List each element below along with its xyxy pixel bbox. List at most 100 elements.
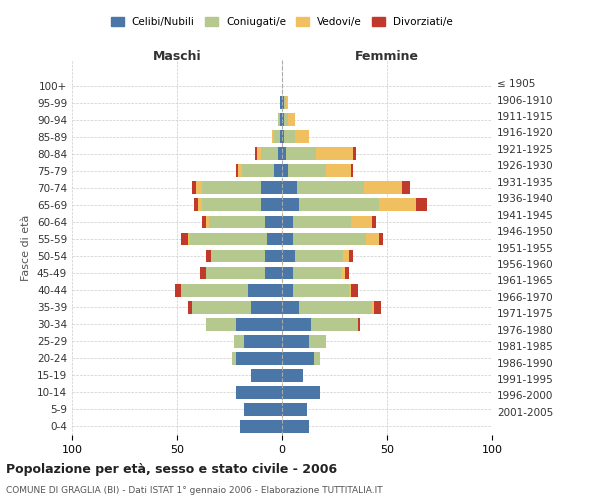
Bar (234, 335, 244, 347)
Bar (188, 232, 190, 245)
Bar (261, 182, 282, 194)
Bar (282, 216, 293, 228)
Bar (286, 96, 289, 109)
Bar (372, 301, 374, 314)
Bar (271, 130, 274, 143)
Bar (282, 114, 284, 126)
Bar (351, 284, 358, 296)
Bar (242, 164, 274, 177)
Bar (296, 182, 364, 194)
Bar (282, 335, 310, 347)
Bar (240, 420, 282, 433)
Bar (280, 96, 282, 109)
Bar (416, 198, 427, 211)
Bar (343, 250, 349, 262)
Bar (293, 284, 349, 296)
Bar (192, 182, 196, 194)
Bar (268, 232, 282, 245)
Bar (261, 148, 278, 160)
Bar (202, 216, 206, 228)
Bar (236, 164, 238, 177)
Bar (282, 369, 303, 382)
Bar (206, 250, 211, 262)
Bar (282, 96, 284, 109)
Bar (402, 182, 410, 194)
Text: Femmine: Femmine (355, 50, 419, 64)
Bar (351, 164, 353, 177)
Bar (311, 318, 358, 330)
Bar (280, 130, 282, 143)
Bar (202, 198, 261, 211)
Bar (265, 216, 282, 228)
Bar (181, 232, 187, 245)
Bar (345, 266, 349, 280)
Bar (274, 164, 282, 177)
Bar (282, 352, 314, 364)
Y-axis label: Anni di nascita: Anni di nascita (598, 206, 600, 289)
Bar (314, 352, 320, 364)
Bar (289, 114, 295, 126)
Bar (192, 301, 251, 314)
Bar (236, 352, 282, 364)
Bar (372, 216, 377, 228)
Bar (289, 164, 326, 177)
Text: COMUNE DI GRAGLIA (BI) - Dati ISTAT 1° gennaio 2006 - Elaborazione TUTTITALIA.IT: COMUNE DI GRAGLIA (BI) - Dati ISTAT 1° g… (6, 486, 383, 495)
Bar (358, 318, 360, 330)
Bar (284, 114, 289, 126)
Bar (282, 318, 311, 330)
Bar (282, 198, 299, 211)
Text: Popolazione per età, sesso e stato civile - 2006: Popolazione per età, sesso e stato civil… (6, 462, 337, 475)
Bar (341, 266, 345, 280)
Bar (282, 250, 295, 262)
Bar (282, 164, 289, 177)
Bar (257, 148, 261, 160)
Bar (299, 198, 379, 211)
Bar (295, 250, 343, 262)
Bar (244, 335, 282, 347)
Bar (236, 386, 282, 399)
Bar (282, 420, 310, 433)
Bar (326, 164, 352, 177)
Bar (364, 182, 402, 194)
Bar (379, 198, 416, 211)
Bar (282, 130, 284, 143)
Bar (200, 266, 206, 280)
Bar (274, 130, 280, 143)
Bar (295, 130, 310, 143)
Bar (293, 232, 366, 245)
Bar (206, 318, 236, 330)
Bar (211, 250, 265, 262)
Bar (206, 266, 265, 280)
Bar (244, 403, 282, 416)
Bar (198, 198, 202, 211)
Bar (282, 232, 293, 245)
Bar (236, 318, 282, 330)
Bar (299, 301, 372, 314)
Bar (194, 198, 198, 211)
Bar (310, 335, 326, 347)
Bar (255, 148, 257, 160)
Bar (282, 403, 307, 416)
Bar (265, 266, 282, 280)
Bar (282, 182, 296, 194)
Bar (316, 148, 353, 160)
Bar (374, 301, 381, 314)
Bar (232, 352, 236, 364)
Bar (209, 216, 265, 228)
Bar (351, 216, 372, 228)
Bar (196, 182, 202, 194)
Bar (261, 198, 282, 211)
Bar (353, 148, 355, 160)
Bar (282, 301, 299, 314)
Bar (284, 96, 286, 109)
Bar (181, 284, 248, 296)
Bar (206, 216, 209, 228)
Bar (251, 301, 282, 314)
Bar (379, 232, 383, 245)
Bar (366, 232, 379, 245)
Bar (349, 250, 353, 262)
Bar (282, 148, 286, 160)
Bar (238, 164, 242, 177)
Bar (286, 148, 316, 160)
Bar (293, 266, 341, 280)
